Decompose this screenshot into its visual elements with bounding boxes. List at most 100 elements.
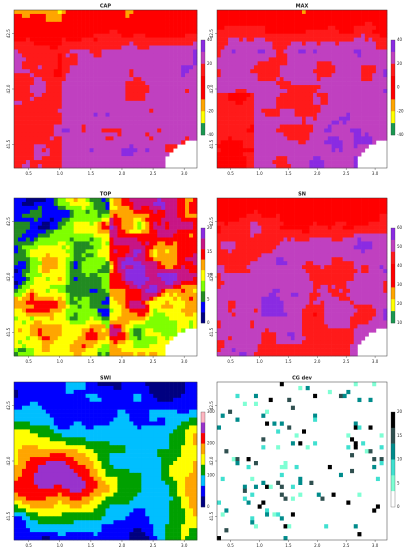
- raster-cell: [217, 104, 221, 110]
- raster-cell: [121, 73, 126, 78]
- raster-cell: [298, 164, 303, 169]
- raster-cell: [283, 17, 288, 23]
- raster-cell: [37, 45, 43, 50]
- raster-cell: [37, 77, 43, 82]
- raster-cell: [279, 73, 284, 78]
- raster-cell: [85, 300, 90, 305]
- raster-cell: [85, 164, 90, 169]
- raster-cell: [29, 41, 35, 46]
- raster-cell: [125, 69, 130, 74]
- raster-cell: [81, 25, 86, 31]
- raster-cell: [53, 100, 59, 106]
- raster-cell: [169, 245, 174, 250]
- raster-cell: [169, 37, 174, 42]
- raster-cell: [327, 89, 332, 94]
- raster-cell: [173, 57, 178, 62]
- raster-cell: [257, 132, 262, 137]
- raster-cell: [294, 160, 299, 165]
- raster-cell: [53, 253, 59, 258]
- raster-cell: [193, 241, 198, 246]
- raster-cell: [89, 198, 94, 203]
- raster-cell: [309, 77, 314, 82]
- raster-cell: [165, 277, 170, 282]
- raster-cell: [302, 33, 306, 38]
- raster-cell: [85, 112, 90, 117]
- raster-cell: [77, 25, 82, 31]
- raster-cell: [331, 96, 336, 102]
- raster-cell: [181, 53, 186, 58]
- raster-cell: [302, 96, 306, 102]
- raster-cell: [309, 65, 314, 70]
- raster-cell: [125, 10, 130, 15]
- raster-cell: [17, 148, 23, 153]
- raster-cell: [353, 96, 358, 102]
- raster-cell: [49, 41, 55, 46]
- raster-cell: [133, 96, 138, 102]
- raster-cell: [17, 49, 23, 54]
- raster-cell: [309, 45, 314, 50]
- raster-cell: [379, 136, 384, 141]
- raster-cell: [290, 120, 295, 125]
- raster-cell: [224, 164, 229, 169]
- raster-cell: [45, 116, 51, 121]
- raster-cell: [169, 41, 174, 46]
- raster-cell: [33, 92, 39, 98]
- raster-cell: [169, 124, 174, 129]
- raster-cell: [350, 148, 355, 153]
- raster-cell: [350, 156, 355, 161]
- raster-cell: [316, 13, 321, 19]
- raster-cell: [153, 61, 158, 66]
- raster-cell: [33, 201, 39, 207]
- raster-cell: [161, 81, 166, 86]
- raster-cell: [109, 25, 114, 31]
- raster-cell: [342, 57, 347, 62]
- raster-cell: [29, 100, 35, 106]
- raster-cell: [29, 241, 35, 246]
- raster-cell: [85, 77, 90, 82]
- raster-cell: [21, 96, 27, 102]
- raster-cell: [65, 81, 70, 86]
- raster-cell: [125, 261, 130, 266]
- raster-cell: [49, 229, 55, 234]
- raster-cell: [368, 41, 373, 46]
- raster-cell: [157, 144, 162, 149]
- raster-cell: [261, 156, 266, 161]
- raster-cell: [242, 13, 247, 19]
- raster-cell: [250, 73, 255, 78]
- raster-cell: [73, 261, 78, 266]
- raster-cell: [121, 128, 126, 133]
- raster-cell: [49, 49, 55, 54]
- raster-cell: [57, 288, 63, 294]
- raster-cell: [14, 41, 19, 46]
- raster-cell: [41, 269, 47, 274]
- raster-cell: [290, 10, 295, 15]
- raster-cell: [89, 288, 94, 294]
- raster-cell: [290, 81, 295, 86]
- raster-cell: [298, 92, 303, 98]
- raster-cell: [89, 265, 94, 270]
- raster-cell: [21, 104, 27, 110]
- raster-cell: [41, 13, 47, 19]
- raster-cell: [290, 61, 295, 66]
- raster-cell: [149, 85, 154, 90]
- raster-cell: [169, 61, 174, 66]
- raster-cell: [279, 13, 284, 19]
- raster-cell: [153, 25, 158, 31]
- raster-cell: [268, 49, 273, 54]
- raster-cell: [379, 45, 384, 50]
- raster-cell: [181, 61, 186, 66]
- raster-cell: [250, 21, 255, 27]
- raster-cell: [145, 237, 150, 242]
- raster-cell: [185, 92, 190, 98]
- raster-cell: [173, 29, 178, 34]
- raster-cell: [276, 104, 281, 110]
- raster-cell: [153, 120, 158, 125]
- raster-cell: [141, 253, 146, 258]
- raster-cell: [361, 136, 366, 141]
- raster-cell: [331, 160, 336, 165]
- raster-cell: [239, 160, 244, 165]
- raster-cell: [177, 265, 182, 270]
- raster-cell: [290, 41, 295, 46]
- raster-cell: [298, 10, 303, 15]
- raster-cell: [29, 249, 35, 254]
